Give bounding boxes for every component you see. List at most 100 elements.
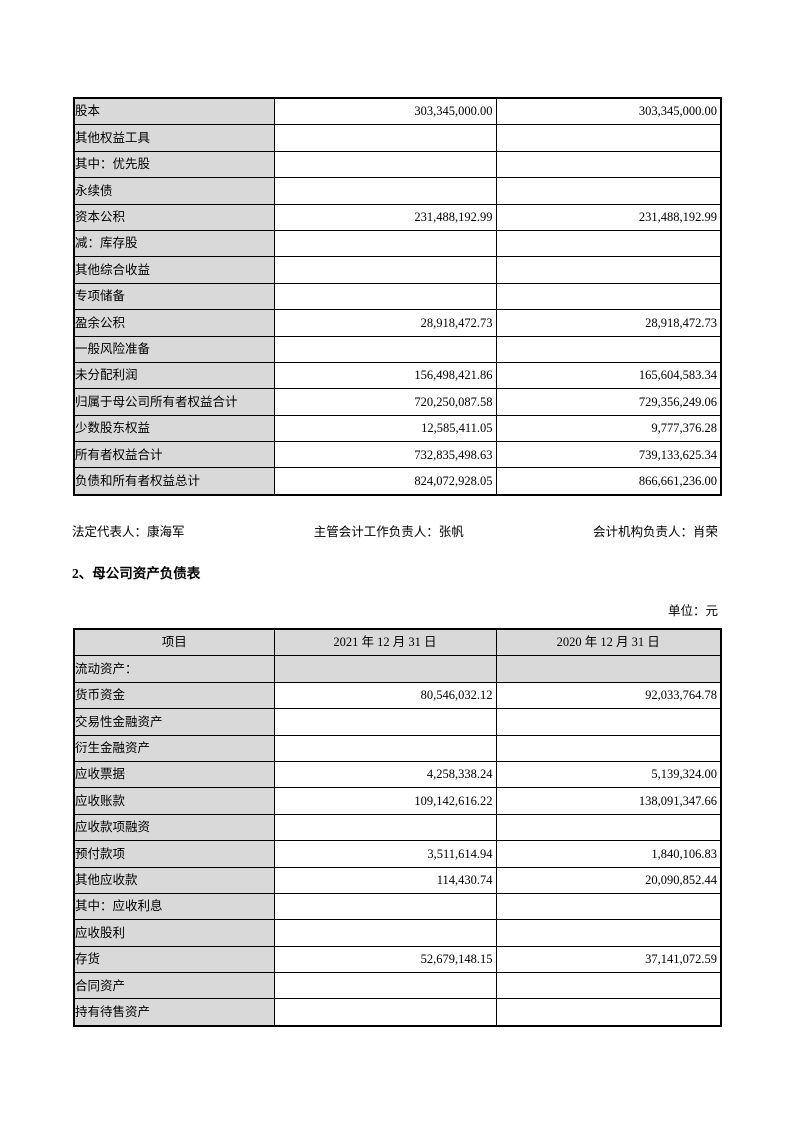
value-current <box>273 813 497 842</box>
value-current: 231,488,192.99 <box>273 203 497 231</box>
header-2021-column: 2021 年 12 月 31 日 <box>273 628 497 657</box>
table-row: 其中：应收利息 <box>73 892 722 921</box>
value-prior <box>495 919 722 947</box>
value-current: 109,142,616.22 <box>273 787 497 815</box>
row-label: 盈余公积 <box>73 309 275 337</box>
value-prior <box>495 708 722 736</box>
value-prior <box>495 282 722 311</box>
row-label: 合同资产 <box>73 972 275 1000</box>
value-prior: 1,840,106.83 <box>495 840 722 868</box>
legal-representative-label: 法定代表人：康海军 <box>72 525 185 539</box>
value-prior <box>495 972 722 1000</box>
table-row: 盈余公积 28,918,472.73 28,918,472.73 <box>73 309 722 337</box>
row-label: 货币资金 <box>73 681 275 710</box>
value-prior: 729,356,249.06 <box>495 388 722 416</box>
value-prior: 165,604,583.34 <box>495 361 722 390</box>
row-label: 资本公积 <box>73 203 275 231</box>
value-current: 732,835,498.63 <box>273 441 497 469</box>
table-row: 应收账款 109,142,616.22 138,091,347.66 <box>73 787 722 815</box>
table-row: 专项储备 <box>73 282 722 311</box>
value-current <box>273 998 497 1027</box>
value-current: 156,498,421.86 <box>273 361 497 390</box>
table-row: 其他综合收益 <box>73 256 722 284</box>
row-label: 所有者权益合计 <box>73 441 275 469</box>
value-current: 52,679,148.15 <box>273 945 497 974</box>
parent-balance-sheet-body: 流动资产： 货币资金 80,546,032.12 92,033,764.78 交易性金融… <box>73 655 722 1027</box>
value-prior <box>495 335 722 363</box>
header-2020-column: 2020 年 12 月 31 日 <box>495 628 722 657</box>
value-prior: 866,661,236.00 <box>495 467 722 496</box>
row-label: 预付款项 <box>73 840 275 868</box>
table-row: 衍生金融资产 <box>73 734 722 762</box>
table-row: 持有待售资产 <box>73 998 722 1027</box>
header-item-column: 项目 <box>73 628 275 657</box>
value-current <box>273 335 497 363</box>
table-row: 所有者权益合计 732,835,498.63 739,133,625.34 <box>73 441 722 469</box>
value-prior <box>495 655 722 683</box>
table-row: 其他权益工具 <box>73 124 722 152</box>
value-current <box>273 892 497 921</box>
value-prior: 5,139,324.00 <box>495 760 722 789</box>
value-current <box>273 229 497 258</box>
row-label: 持有待售资产 <box>73 998 275 1027</box>
value-prior: 20,090,852.44 <box>495 866 722 894</box>
row-label: 减：库存股 <box>73 229 275 258</box>
table-row: 应收款项融资 <box>73 813 722 842</box>
row-label: 其中：应收利息 <box>73 892 275 921</box>
value-prior <box>495 229 722 258</box>
table-row: 存货 52,679,148.15 37,141,072.59 <box>73 945 722 974</box>
row-label: 应收票据 <box>73 760 275 789</box>
table-row: 其中：优先股 <box>73 150 722 179</box>
table-row: 货币资金 80,546,032.12 92,033,764.78 <box>73 681 722 710</box>
table-row: 一般风险准备 <box>73 335 722 363</box>
row-label: 存货 <box>73 945 275 974</box>
row-label: 负债和所有者权益总计 <box>73 467 275 496</box>
table-row: 归属于母公司所有者权益合计 720,250,087.58 729,356,249.0… <box>73 388 722 416</box>
table-row: 合同资产 <box>73 972 722 1000</box>
table-row: 负债和所有者权益总计 824,072,928.05 866,661,236.00 <box>73 467 722 496</box>
value-prior: 9,777,376.28 <box>495 414 722 443</box>
value-current: 28,918,472.73 <box>273 309 497 337</box>
value-current <box>273 177 497 205</box>
value-prior <box>495 150 722 179</box>
row-label: 其他应收款 <box>73 866 275 894</box>
chief-accounting-officer-label: 主管会计工作负责人：张帆 <box>313 525 464 539</box>
value-current: 80,546,032.12 <box>273 681 497 710</box>
equity-table-body: 股本 303,345,000.00 303,345,000.00 其他权益工具 其中：优… <box>73 97 722 496</box>
row-label: 少数股东权益 <box>73 414 275 443</box>
row-label: 归属于母公司所有者权益合计 <box>73 388 275 416</box>
table-row: 预付款项 3,511,614.94 1,840,106.83 <box>73 840 722 868</box>
value-current <box>273 734 497 762</box>
unit-label: 单位：元 <box>667 604 718 618</box>
row-label: 专项储备 <box>73 282 275 311</box>
table-row: 股本 303,345,000.00 303,345,000.00 <box>73 97 722 126</box>
row-label: 应收股利 <box>73 919 275 947</box>
value-prior: 92,033,764.78 <box>495 681 722 710</box>
value-prior <box>495 892 722 921</box>
table-row: 未分配利润 156,498,421.86 165,604,583.34 <box>73 361 722 390</box>
table-row: 流动资产： <box>73 655 722 683</box>
row-label: 其中：优先股 <box>73 150 275 179</box>
value-current: 720,250,087.58 <box>273 388 497 416</box>
value-prior: 303,345,000.00 <box>495 97 722 126</box>
value-current <box>273 655 497 683</box>
signature-row: 法定代表人：康海军 主管会计工作负责人：张帆 会计机构负责人：肖荣 <box>72 521 718 540</box>
value-current <box>273 124 497 152</box>
accounting-department-head-label: 会计机构负责人：肖荣 <box>592 525 718 539</box>
row-label: 应收款项融资 <box>73 813 275 842</box>
value-current: 824,072,928.05 <box>273 467 497 496</box>
value-prior: 138,091,347.66 <box>495 787 722 815</box>
table-row: 永续债 <box>73 177 722 205</box>
value-current: 4,258,338.24 <box>273 760 497 789</box>
table-row: 减：库存股 <box>73 229 722 258</box>
value-prior: 231,488,192.99 <box>495 203 722 231</box>
value-prior <box>495 256 722 284</box>
section-heading: 2、母公司资产负债表 <box>72 566 201 581</box>
row-label: 其他权益工具 <box>73 124 275 152</box>
value-prior <box>495 124 722 152</box>
row-label: 未分配利润 <box>73 361 275 390</box>
value-current <box>273 256 497 284</box>
row-label: 衍生金融资产 <box>73 734 275 762</box>
row-label: 应收账款 <box>73 787 275 815</box>
